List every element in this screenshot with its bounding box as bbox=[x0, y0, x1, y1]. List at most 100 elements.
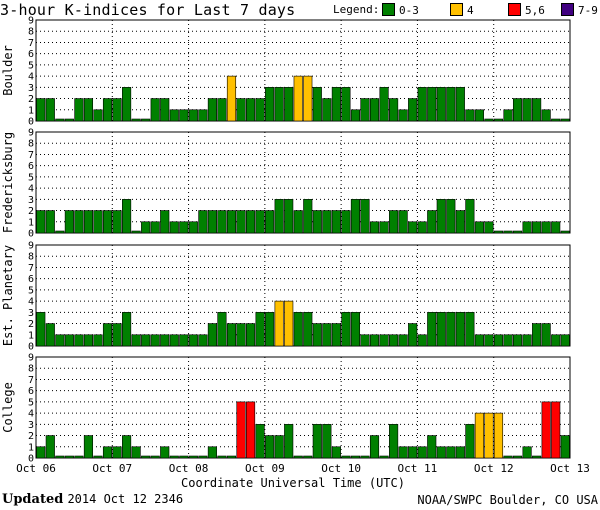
bar bbox=[551, 401, 561, 459]
bar bbox=[322, 424, 332, 459]
bar bbox=[389, 98, 399, 122]
bar bbox=[169, 455, 179, 459]
bar bbox=[169, 221, 179, 234]
bar bbox=[322, 210, 332, 234]
bar bbox=[436, 87, 446, 122]
bar bbox=[83, 210, 94, 234]
bar bbox=[55, 230, 65, 234]
bar bbox=[64, 455, 74, 459]
y-tick-label: 3 bbox=[28, 83, 34, 94]
bar bbox=[436, 446, 446, 459]
bar bbox=[45, 435, 55, 459]
bar bbox=[255, 210, 265, 234]
bar bbox=[83, 334, 94, 347]
bar bbox=[379, 221, 389, 234]
bar bbox=[408, 323, 418, 347]
legend-swatch-7-9 bbox=[561, 3, 574, 16]
bar bbox=[265, 435, 275, 459]
bar bbox=[436, 312, 446, 347]
bar bbox=[322, 98, 332, 122]
bar bbox=[379, 334, 389, 347]
bar bbox=[427, 87, 437, 122]
bar bbox=[522, 334, 532, 347]
bar bbox=[360, 199, 370, 234]
x-tick-label: Oct 09 bbox=[245, 462, 285, 475]
y-tick-label: 9 bbox=[28, 241, 34, 252]
bar bbox=[188, 109, 198, 122]
bar bbox=[417, 221, 427, 234]
bar bbox=[141, 118, 151, 122]
bar bbox=[112, 323, 122, 347]
bar bbox=[512, 98, 523, 122]
bar bbox=[245, 210, 256, 234]
bar bbox=[455, 210, 465, 234]
y-tick-label: 4 bbox=[28, 72, 34, 83]
bar bbox=[74, 334, 84, 347]
bar bbox=[236, 323, 246, 347]
bar bbox=[303, 75, 313, 122]
bar bbox=[379, 87, 389, 122]
bar bbox=[150, 221, 160, 234]
bar bbox=[74, 455, 84, 459]
bar bbox=[284, 199, 294, 234]
legend-text-4: 4 bbox=[467, 4, 474, 17]
bar bbox=[74, 210, 84, 234]
bar bbox=[474, 334, 484, 347]
updated-stamp: Updated 2014 Oct 12 2346 bbox=[2, 492, 183, 507]
legend-text-7-9: 7-9 bbox=[578, 4, 598, 17]
bar bbox=[417, 87, 427, 122]
bar bbox=[522, 446, 532, 459]
y-tick-label: 0 bbox=[28, 229, 34, 240]
credit-text: NOAA/SWPC Boulder, CO USA bbox=[417, 493, 598, 507]
bar bbox=[541, 323, 551, 347]
bar bbox=[408, 221, 418, 234]
bar bbox=[45, 210, 55, 234]
y-tick-label: 4 bbox=[28, 297, 34, 308]
bar bbox=[551, 334, 561, 347]
bar bbox=[369, 221, 380, 234]
bar bbox=[427, 210, 437, 234]
bar bbox=[503, 230, 513, 234]
y-tick-label: 7 bbox=[28, 150, 34, 161]
x-axis-title: Coordinate Universal Time (UTC) bbox=[181, 476, 405, 490]
bar bbox=[274, 199, 284, 234]
x-tick-label: Oct 08 bbox=[169, 462, 209, 475]
bar bbox=[102, 210, 113, 234]
bar bbox=[474, 412, 484, 459]
bar bbox=[369, 334, 380, 347]
bar bbox=[198, 455, 208, 459]
y-tick-label: 4 bbox=[28, 184, 34, 195]
bar bbox=[274, 435, 284, 459]
bar bbox=[236, 401, 246, 459]
x-tick-label: Oct 10 bbox=[321, 462, 361, 475]
bar bbox=[341, 87, 351, 122]
y-tick-label: 7 bbox=[28, 375, 34, 386]
y-tick-label: 9 bbox=[28, 128, 34, 139]
bar bbox=[64, 210, 74, 234]
bar bbox=[303, 455, 313, 459]
bar bbox=[236, 98, 246, 122]
bar bbox=[102, 446, 113, 459]
bar bbox=[93, 109, 103, 122]
y-tick-label: 2 bbox=[28, 431, 34, 442]
bar bbox=[284, 424, 294, 459]
bar bbox=[532, 221, 542, 234]
bar bbox=[55, 455, 65, 459]
bar bbox=[122, 435, 132, 459]
bar bbox=[417, 334, 427, 347]
bar bbox=[112, 446, 122, 459]
x-tick-label: Oct 07 bbox=[92, 462, 132, 475]
bar bbox=[560, 118, 570, 122]
bar bbox=[198, 334, 208, 347]
bar bbox=[560, 230, 570, 234]
bar bbox=[360, 455, 370, 459]
bar bbox=[389, 424, 399, 459]
bar bbox=[255, 312, 265, 347]
bar bbox=[408, 446, 418, 459]
bar bbox=[398, 334, 408, 347]
bar bbox=[93, 334, 103, 347]
bar bbox=[503, 109, 513, 122]
bar bbox=[45, 98, 55, 122]
